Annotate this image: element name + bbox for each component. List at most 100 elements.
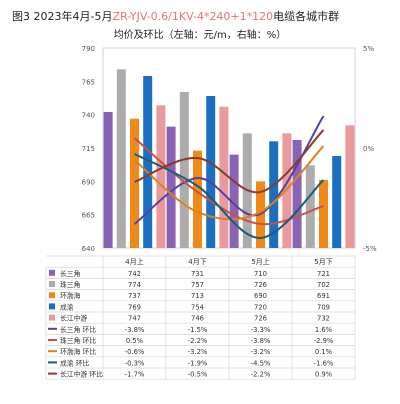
title-suffix: 电缆各城市群 xyxy=(273,10,340,23)
category-label: 5月上 xyxy=(251,257,269,266)
table-row-label: 长三角 环比 xyxy=(60,325,96,334)
bar xyxy=(116,69,126,248)
category-label: 4月下 xyxy=(188,258,206,266)
legend-swatch xyxy=(49,303,55,310)
table-cell: -1.7% xyxy=(125,371,145,379)
table-row-label: 环渤海 xyxy=(60,291,81,300)
table-cell: -0.6% xyxy=(125,348,145,356)
table-row-label: 长三角 xyxy=(60,269,80,278)
table-cell: -2.9% xyxy=(314,337,334,345)
chart-title: 图3 2023年4月-5月ZR-YJV-0.6/1KV-4*240+1*120电… xyxy=(12,8,339,24)
table-cell: -3.8% xyxy=(125,326,145,334)
y-left-tick-label: 690 xyxy=(82,178,95,186)
table-cell: 0.1% xyxy=(315,348,333,356)
bar xyxy=(292,140,302,248)
y-right-tick-label: 0% xyxy=(363,145,374,153)
y-left-tick-label: 740 xyxy=(82,112,95,120)
table-cell: 726 xyxy=(254,315,267,323)
y-left-tick-label: 640 xyxy=(82,245,95,253)
table-cell: 709 xyxy=(317,303,330,311)
table-cell: -2.2% xyxy=(188,337,208,345)
y-left-tick-label: 665 xyxy=(82,212,95,220)
y-left-tick-label: 765 xyxy=(82,78,95,86)
category-label: 5月下 xyxy=(314,258,332,266)
table-cell: -3.2% xyxy=(251,348,271,356)
legend-swatch xyxy=(49,269,55,276)
table-cell: 769 xyxy=(128,303,141,311)
table-cell: -0.5% xyxy=(188,371,208,379)
y-right-tick-label: 5% xyxy=(363,45,374,53)
table-cell: 710 xyxy=(254,270,267,278)
bar xyxy=(103,112,113,248)
table-row-label: 珠三角 xyxy=(60,280,80,289)
bar xyxy=(156,105,166,248)
table-cell: 0.9% xyxy=(315,371,333,379)
table-cell: 713 xyxy=(191,292,204,300)
line-series xyxy=(133,115,325,225)
y-left-tick-label: 790 xyxy=(82,45,95,53)
bar xyxy=(166,126,176,248)
legend-swatch xyxy=(49,314,55,321)
line-series xyxy=(133,145,325,221)
bar xyxy=(206,96,216,248)
table-cell: 691 xyxy=(317,292,330,300)
legend-swatch xyxy=(49,292,55,299)
table-cell: 702 xyxy=(317,281,330,289)
table-cell: -1.5% xyxy=(188,326,208,334)
table-cell: 737 xyxy=(128,292,141,300)
bar xyxy=(282,133,292,248)
table-cell: 732 xyxy=(317,315,330,323)
table-row-label: 长江中游 xyxy=(60,314,87,323)
chart-subtitle: 均价及环比（左轴：元/m，右轴：%） xyxy=(113,30,287,41)
bar xyxy=(319,180,328,248)
line-series xyxy=(133,137,324,226)
table-cell: -3.2% xyxy=(188,348,208,356)
legend-swatch xyxy=(49,281,55,287)
category-label: 4月上 xyxy=(125,257,143,266)
bar xyxy=(332,156,342,248)
table-cell: 747 xyxy=(128,315,141,323)
table-row-label: 成渝 环比 xyxy=(60,358,90,367)
table-row-label: 环渤海 环比 xyxy=(60,347,96,356)
table-cell: -2.2% xyxy=(251,371,271,379)
y-right-tick-label: -5% xyxy=(363,245,377,253)
bar xyxy=(345,125,355,248)
table-row-label: 珠三角 环比 xyxy=(60,336,96,345)
table-cell: 0.5% xyxy=(126,337,144,345)
bar xyxy=(130,118,139,249)
table-cell: -1.6% xyxy=(314,359,334,367)
y-left-tick-label: 715 xyxy=(82,145,95,153)
bar xyxy=(179,92,189,248)
table-cell: 726 xyxy=(254,281,267,289)
title-spec: ZR-YJV-0.6/1KV-4*240+1*120 xyxy=(112,10,274,23)
line-series xyxy=(134,129,325,194)
table-cell: 754 xyxy=(191,303,204,311)
plot-frame xyxy=(102,47,356,249)
bar xyxy=(305,165,315,248)
table-cell: 731 xyxy=(191,270,204,278)
table-cell: 757 xyxy=(191,281,204,289)
bar xyxy=(229,154,239,248)
table-cell: -0.3% xyxy=(125,359,145,367)
table-cell: 746 xyxy=(191,315,204,323)
table-row-label: 成渝 xyxy=(60,302,74,311)
table-cell: -4.5% xyxy=(251,359,271,367)
bar xyxy=(143,76,153,248)
bar xyxy=(219,106,229,249)
title-prefix: 图3 2023年4月-5月 xyxy=(12,10,113,23)
line-series xyxy=(134,153,325,240)
table-cell: 721 xyxy=(317,270,330,278)
table-row-label: 长江中游 环比 xyxy=(60,370,103,379)
table-cell: -3.3% xyxy=(251,326,271,334)
table-cell: -1.9% xyxy=(188,359,208,367)
bar xyxy=(193,150,202,248)
table-cell: 1.6% xyxy=(315,326,333,334)
bar xyxy=(269,141,279,248)
table-cell: 774 xyxy=(128,281,141,289)
table-cell: 720 xyxy=(254,303,267,311)
table-cell: -3.8% xyxy=(251,337,271,345)
table-cell: 690 xyxy=(254,292,267,300)
table-cell: 742 xyxy=(128,270,141,278)
